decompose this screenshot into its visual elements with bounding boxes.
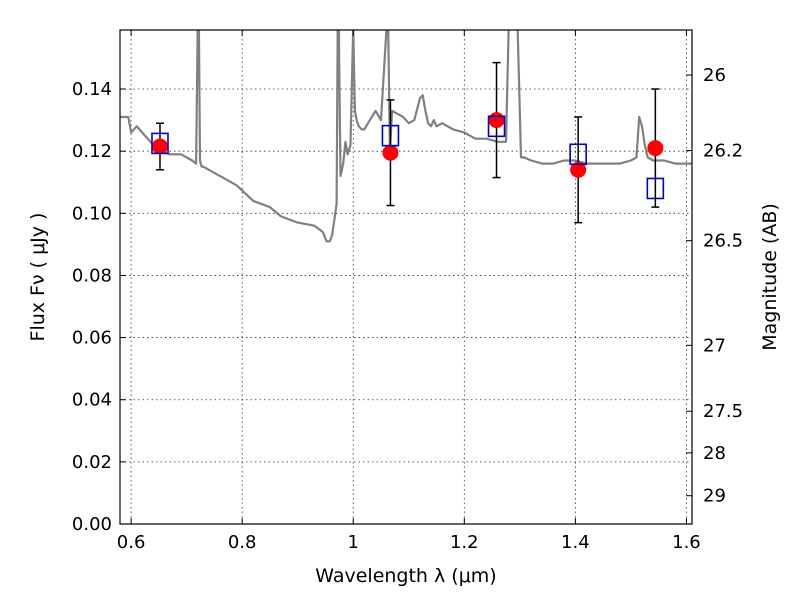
x-tick-label: 0.8 bbox=[228, 532, 257, 553]
y-tick-label: 0.14 bbox=[72, 79, 112, 100]
right-tick-label: 26.2 bbox=[703, 141, 743, 162]
y-tick-label: 0.04 bbox=[72, 390, 112, 411]
x-tick-label: 0.6 bbox=[117, 532, 146, 553]
right-tick-label: 28 bbox=[703, 443, 726, 464]
plot-area bbox=[120, 30, 692, 243]
observed-point bbox=[647, 140, 664, 157]
x-tick-label: 1.6 bbox=[672, 532, 701, 553]
model-photometry-square bbox=[569, 143, 587, 166]
plot-frame bbox=[119, 29, 693, 525]
x-axis-title: Wavelength λ (μm) bbox=[315, 565, 496, 587]
grid bbox=[120, 30, 692, 524]
observed-point bbox=[570, 161, 587, 178]
observed-point bbox=[382, 144, 399, 161]
y-tick-label: 0.02 bbox=[72, 452, 112, 473]
x-tick-label: 1 bbox=[348, 532, 359, 553]
y-axis-title: Flux Fν ( μJy ) bbox=[27, 213, 49, 342]
y-tick-label: 0.06 bbox=[72, 328, 112, 349]
observed-point bbox=[488, 112, 505, 129]
axis-ticks: 0.6 0.8 1 1.2 1.4 1.6 0.00 0.02 0.04 0.06 0.08 0.10… bbox=[72, 30, 743, 553]
right-tick-label: 26.5 bbox=[703, 231, 743, 252]
y-tick-label: 0.10 bbox=[72, 203, 112, 224]
y-tick-label: 0.08 bbox=[72, 265, 112, 286]
x-tick-label: 1.4 bbox=[561, 532, 590, 553]
y-tick-label: 0.00 bbox=[72, 514, 112, 535]
model-photometry-square bbox=[487, 115, 506, 138]
right-tick-label: 27 bbox=[703, 335, 726, 356]
model-photometry-square bbox=[646, 177, 665, 200]
model-photometry-square bbox=[151, 132, 169, 155]
right-tick-label: 29 bbox=[703, 486, 726, 507]
x-tick-label: 1.2 bbox=[450, 532, 479, 553]
model-sed-line bbox=[120, 30, 692, 243]
observed-point bbox=[151, 138, 168, 155]
y-right-axis-title: Magnitude (AB) bbox=[759, 203, 781, 351]
model-photometry-square bbox=[381, 124, 400, 147]
right-tick-label: 27.5 bbox=[703, 401, 743, 422]
y-tick-label: 0.12 bbox=[72, 141, 112, 162]
right-tick-label: 26 bbox=[703, 65, 726, 86]
